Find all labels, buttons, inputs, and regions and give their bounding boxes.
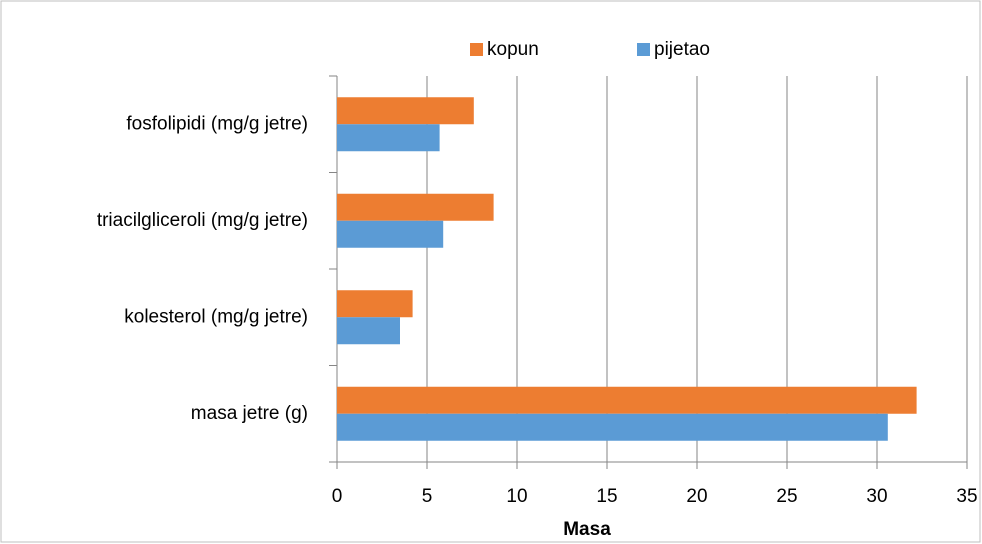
y-tick-label: kolesterol (mg/g jetre) bbox=[124, 306, 308, 327]
x-tick-label: 20 bbox=[686, 486, 707, 507]
bar bbox=[337, 193, 494, 221]
y-tick-label: triacilgliceroli (mg/g jetre) bbox=[97, 210, 308, 231]
bar bbox=[337, 317, 400, 345]
x-tick-label: 25 bbox=[776, 486, 797, 507]
legend-swatch bbox=[470, 43, 483, 56]
x-tick-label: 10 bbox=[506, 486, 527, 507]
legend-swatch bbox=[637, 43, 650, 56]
bar bbox=[337, 413, 888, 441]
y-tick-label: fosfolipidi (mg/g jetre) bbox=[126, 113, 308, 134]
x-axis-label: Masa bbox=[563, 519, 611, 540]
x-tick-label: 30 bbox=[866, 486, 887, 507]
bar bbox=[337, 290, 413, 318]
x-tick-label: 15 bbox=[596, 486, 617, 507]
legend-label: pijetao bbox=[654, 39, 710, 60]
x-tick-label: 35 bbox=[956, 486, 977, 507]
x-tick-label: 0 bbox=[332, 486, 343, 507]
y-tick-label: masa jetre (g) bbox=[191, 403, 308, 424]
bar bbox=[337, 386, 917, 414]
legend-label: kopun bbox=[487, 39, 539, 60]
bar bbox=[337, 124, 440, 152]
bar bbox=[337, 220, 444, 248]
bar bbox=[337, 97, 474, 125]
x-tick-label: 5 bbox=[422, 486, 433, 507]
